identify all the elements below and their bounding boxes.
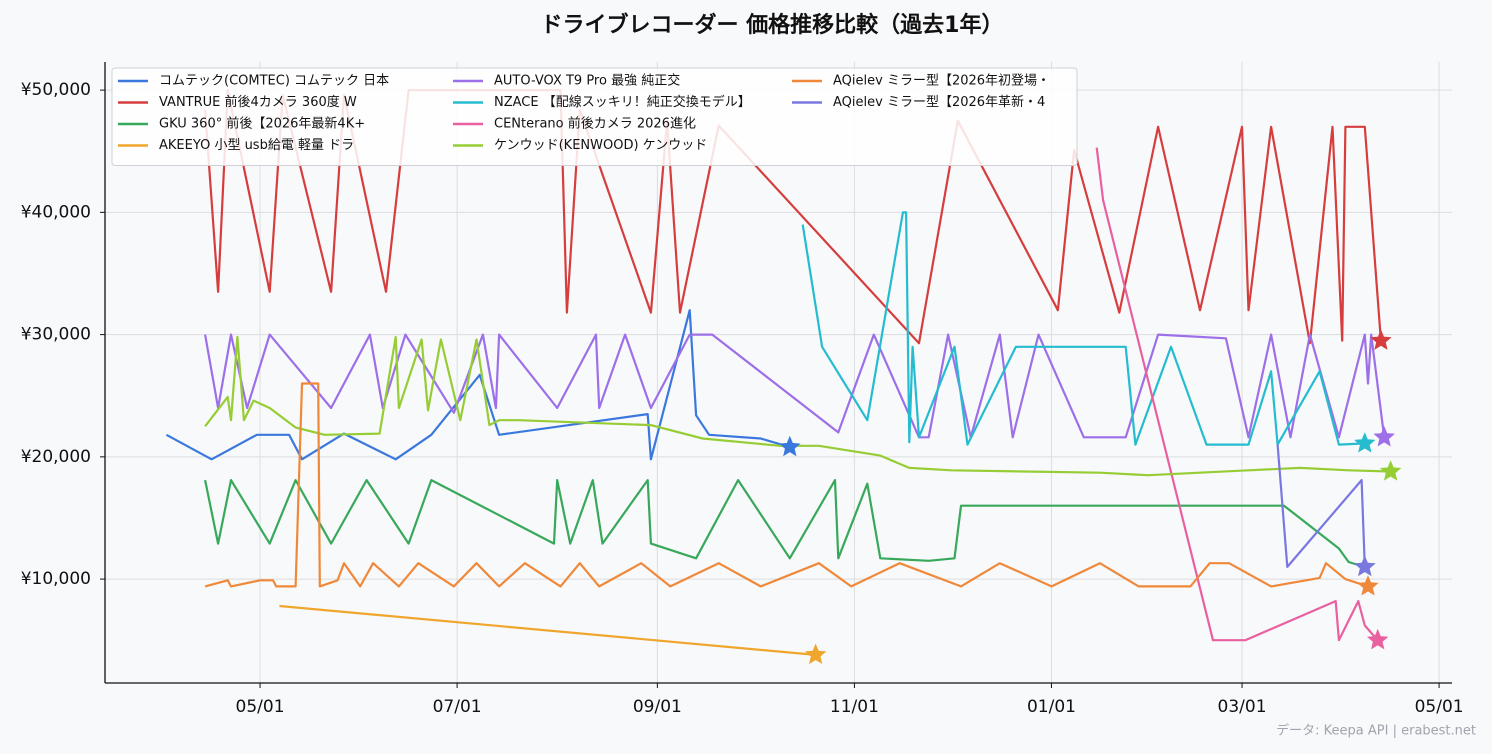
price-line — [1276, 444, 1366, 568]
latest-price-marker — [779, 435, 801, 457]
price-line — [801, 211, 1365, 446]
latest-price-marker — [1357, 575, 1379, 596]
latest-price-marker — [1373, 426, 1395, 447]
legend-label: コムテック(COMTEC) コムテック 日本 — [159, 74, 389, 89]
chart-title: ドライブレコーダー 価格推移比較（過去1年） — [541, 12, 1004, 38]
price-line — [204, 335, 1391, 477]
x-tick-label: 11/01 — [830, 697, 879, 717]
legend-label: AQielev ミラー型【2026年革新・4 — [833, 94, 1045, 110]
legend-label: AQielev ミラー型【2026年初登場・ — [833, 74, 1050, 89]
price-line — [204, 333, 1386, 439]
price-line — [279, 604, 816, 656]
y-tick-label: ¥20,000 — [21, 447, 91, 467]
legend-label: CENterano 前後カメラ 2026進化 — [494, 116, 696, 132]
x-tick-label: 05/01 — [1415, 697, 1464, 717]
legend-label: ケンウッド(KENWOOD) ケンウッド — [494, 138, 707, 153]
latest-price-marker — [1366, 628, 1389, 650]
legend: コムテック(COMTEC) コムテック 日本 VANTRUE 前後4カメラ 360… — [111, 67, 1078, 166]
legend-label: AUTO-VOX T9 Pro 最強 純正交 — [494, 73, 680, 89]
legend-box — [111, 67, 1078, 166]
price-line — [204, 479, 1366, 568]
x-tick-label: 09/01 — [633, 697, 682, 717]
legend-label: NZACE 【配線スッキリ！純正交換モデル】 — [494, 94, 751, 110]
legend-label: AKEEYO 小型 usb給電 軽量 ドラ — [159, 138, 354, 153]
legend-label: GKU 360° 前後【2026年最新4K+ — [159, 116, 365, 132]
y-tick-label: ¥50,000 — [21, 80, 91, 100]
price-line — [1095, 147, 1379, 642]
latest-price-marker — [1354, 555, 1376, 577]
source-note: データ: Keepa API | erabest.net — [1276, 723, 1476, 739]
latest-price-marker — [1370, 329, 1392, 350]
price-line — [204, 89, 1382, 345]
x-tick-label: 03/01 — [1218, 697, 1267, 717]
x-tick-label: 07/01 — [433, 697, 482, 717]
price-line — [204, 382, 1369, 588]
y-tick-label: ¥10,000 — [21, 569, 91, 589]
x-tick-label: 05/01 — [236, 697, 285, 717]
latest-price-marker — [1379, 460, 1402, 481]
latest-price-marker — [804, 643, 827, 665]
latest-price-marker — [1354, 432, 1376, 453]
price-line — [165, 309, 791, 461]
legend-label: VANTRUE 前後4カメラ 360度 W — [159, 94, 357, 110]
x-tick-label: 01/01 — [1027, 697, 1076, 717]
y-tick-label: ¥30,000 — [21, 325, 91, 345]
y-tick-label: ¥40,000 — [21, 202, 91, 222]
